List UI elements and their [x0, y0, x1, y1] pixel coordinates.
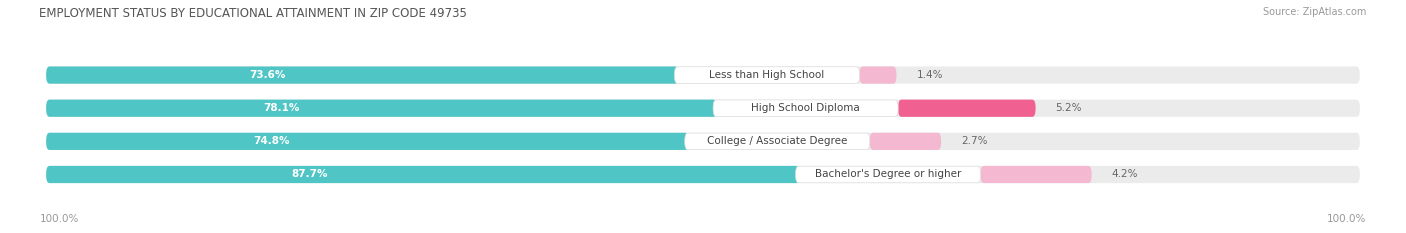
FancyBboxPatch shape [46, 99, 717, 117]
FancyBboxPatch shape [980, 166, 1091, 183]
Text: 1.4%: 1.4% [917, 70, 943, 80]
Text: 2.7%: 2.7% [960, 136, 987, 146]
FancyBboxPatch shape [46, 133, 689, 150]
FancyBboxPatch shape [685, 133, 870, 150]
Text: Bachelor's Degree or higher: Bachelor's Degree or higher [815, 169, 962, 179]
Text: Less than High School: Less than High School [710, 70, 824, 80]
Text: 4.2%: 4.2% [1112, 169, 1137, 179]
Text: College / Associate Degree: College / Associate Degree [707, 136, 848, 146]
Text: 74.8%: 74.8% [253, 136, 290, 146]
FancyBboxPatch shape [675, 67, 859, 83]
Text: High School Diploma: High School Diploma [751, 103, 860, 113]
Text: EMPLOYMENT STATUS BY EDUCATIONAL ATTAINMENT IN ZIP CODE 49735: EMPLOYMENT STATUS BY EDUCATIONAL ATTAINM… [39, 7, 467, 20]
Text: Source: ZipAtlas.com: Source: ZipAtlas.com [1263, 7, 1367, 17]
FancyBboxPatch shape [796, 166, 980, 183]
FancyBboxPatch shape [870, 133, 941, 150]
FancyBboxPatch shape [713, 100, 898, 116]
FancyBboxPatch shape [46, 166, 800, 183]
FancyBboxPatch shape [46, 66, 1360, 84]
Text: 5.2%: 5.2% [1056, 103, 1081, 113]
Text: 73.6%: 73.6% [249, 70, 285, 80]
Text: 100.0%: 100.0% [1327, 214, 1367, 224]
FancyBboxPatch shape [898, 99, 1036, 117]
FancyBboxPatch shape [46, 99, 1360, 117]
Text: 87.7%: 87.7% [291, 169, 328, 179]
Text: 78.1%: 78.1% [263, 103, 299, 113]
FancyBboxPatch shape [46, 166, 1360, 183]
FancyBboxPatch shape [46, 133, 1360, 150]
FancyBboxPatch shape [859, 66, 897, 84]
Text: 100.0%: 100.0% [39, 214, 79, 224]
FancyBboxPatch shape [46, 66, 679, 84]
